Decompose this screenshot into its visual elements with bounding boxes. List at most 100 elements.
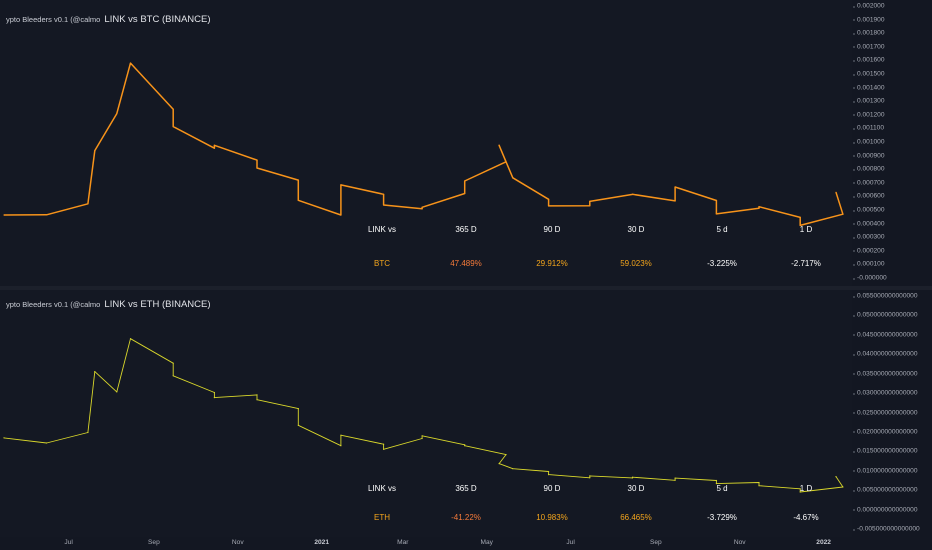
pane-separator[interactable]	[0, 286, 932, 290]
btc-row-label: BTC	[374, 259, 390, 268]
eth-y-tick-label: 0.015000000000000	[853, 447, 918, 455]
btc-data-point	[213, 144, 215, 146]
btc-data-point	[94, 150, 96, 152]
btc-data-point	[835, 191, 837, 193]
btc-data-point	[297, 179, 299, 181]
eth-data-point	[498, 463, 500, 465]
eth-data-point	[340, 434, 342, 436]
eth-y-tick-label: 0.025000000000000	[853, 409, 918, 416]
btc-y-tick-label: 0.002000	[853, 2, 885, 10]
btc-data-point	[548, 205, 550, 207]
time-axis[interactable]: Jul Sep Nov 2021 Mar May Jul Sep Nov 2022	[0, 537, 852, 550]
eth-y-tick-label: 0.040000000000000	[853, 350, 918, 358]
eth-data-point	[548, 474, 550, 476]
header-30d: 30 D	[627, 484, 645, 493]
eth-data-point	[674, 477, 676, 479]
btc-data-point	[464, 192, 466, 195]
btc-data-point	[340, 214, 342, 216]
eth-data-point	[464, 445, 466, 447]
btc-symbol-label: LINK vs BTC (BINANCE)	[104, 14, 211, 25]
eth-y-tick-label: 0.030000000000000	[853, 389, 918, 397]
eth-y-tick-label: 0.005000000000000	[853, 486, 918, 494]
btc-data-point	[799, 224, 801, 226]
eth-price-plot	[3, 338, 844, 493]
btc-data-point	[715, 213, 718, 215]
btc-data-point	[46, 214, 48, 216]
eth-365d-value: -41.22%	[451, 513, 481, 522]
eth-data-point	[256, 394, 258, 396]
btc-y-tick-label: 0.000800	[853, 165, 885, 173]
eth-30d-value: 66.465%	[620, 513, 652, 522]
indicator-name: ypto Bleeders v0.1 (@calmo	[6, 15, 101, 24]
btc-data-point	[799, 216, 801, 218]
x-tick-label: Mar	[397, 539, 409, 546]
eth-chart-pane[interactable]: ypto Bleeders v0.1 (@calmo LINK vs ETH (…	[0, 290, 852, 537]
btc-data-point	[505, 161, 507, 163]
btc-data-point	[842, 213, 844, 215]
btc-data-point	[116, 113, 118, 115]
eth-data-point	[512, 468, 514, 470]
eth-data-point	[674, 479, 676, 481]
eth-price-axis[interactable]: 0.055000000000000 0.050000000000000 0.0450…	[852, 290, 932, 537]
btc-365d-value: 47.489%	[450, 259, 482, 268]
btc-price-axis[interactable]: 0.002000 0.001900 0.001800 0.001700 0.001600…	[852, 0, 932, 286]
btc-data-point	[340, 184, 342, 186]
btc-data-point	[172, 126, 174, 128]
eth-y-tick-label: 0.045000000000000	[853, 331, 918, 339]
eth-data-point	[464, 444, 466, 446]
btc-y-tick-label: 0.000900	[853, 152, 885, 160]
eth-data-point	[116, 391, 118, 393]
btc-data-point	[87, 203, 89, 205]
eth-data-point	[213, 397, 215, 399]
header-1d: 1 D	[799, 225, 813, 234]
btc-y-tick-label: 0.001800	[853, 29, 885, 37]
eth-data-point	[715, 479, 718, 482]
eth-90d-value: 10.983%	[536, 513, 568, 522]
eth-data-point	[256, 399, 258, 401]
btc-data-point	[256, 167, 258, 169]
eth-indicator-legend[interactable]: ypto Bleeders v0.1 (@calmo LINK vs ETH (…	[6, 299, 211, 310]
btc-data-point	[256, 159, 258, 161]
btc-y-tick-label: 0.000600	[853, 192, 885, 200]
eth-data-point	[799, 491, 801, 493]
btc-data-point	[758, 207, 760, 209]
btc-data-point	[129, 62, 132, 64]
btc-y-tick-label: 0.001200	[853, 111, 885, 119]
eth-data-point	[421, 437, 423, 440]
btc-y-tick-label: 0.001500	[853, 70, 885, 78]
btc-data-point	[421, 206, 423, 208]
eth-data-point	[758, 481, 760, 484]
x-tick-label: Sep	[649, 539, 662, 546]
btc-data-point	[498, 144, 500, 146]
x-tick-label: 2021	[314, 539, 330, 546]
eth-data-point	[842, 486, 844, 488]
btc-data-point	[674, 186, 676, 188]
btc-chart-pane[interactable]: ypto Bleeders v0.1 (@calmo LINK vs BTC (…	[0, 0, 852, 286]
btc-data-point	[512, 177, 514, 179]
btc-y-tick-label: 0.001100	[852, 124, 885, 132]
header-link-vs: LINK vs	[367, 484, 397, 493]
eth-y-tick-label: 0.055000000000000	[853, 292, 918, 300]
eth-series-line	[3, 338, 844, 493]
eth-data-point	[213, 391, 215, 394]
header-90d: 90 D	[543, 225, 561, 234]
eth-data-point	[505, 454, 507, 456]
eth-row-label: ETH	[374, 513, 390, 522]
btc-y-tick-label: 0.001600	[853, 56, 885, 64]
btc-y-tick-label: 0.001300	[853, 97, 885, 105]
btc-indicator-legend[interactable]: ypto Bleeders v0.1 (@calmo LINK vs BTC (…	[6, 14, 211, 25]
btc-1d-value: -2.717%	[791, 259, 821, 268]
btc-data-point	[674, 200, 676, 202]
btc-data-point	[758, 206, 760, 208]
eth-data-point	[383, 443, 385, 445]
btc-data-point	[383, 204, 385, 206]
btc-data-point	[172, 108, 174, 110]
btc-y-tick-label: 0.000400	[853, 220, 885, 228]
btc-y-tick-label: 0.001900	[853, 16, 885, 24]
indicator-name: ypto Bleeders v0.1 (@calmo	[6, 300, 101, 309]
btc-data-point	[631, 193, 634, 195]
header-365d: 365 D	[455, 225, 477, 234]
btc-y-tick-label: 0.000200	[853, 247, 885, 255]
x-tick-label: Jul	[64, 539, 73, 546]
header-1d: 1 D	[799, 484, 813, 493]
